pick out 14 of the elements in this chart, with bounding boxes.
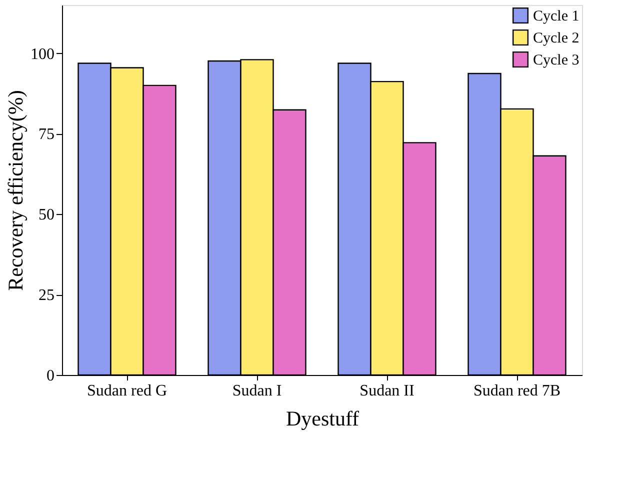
y-tick-label: 75 [38,126,54,144]
legend-label: Cycle 3 [533,52,580,68]
legend-label: Cycle 2 [533,30,580,46]
y-tick-label: 0 [46,368,54,384]
x-tick-label: Sudan red 7B [473,382,561,400]
x-axis-title: Dyestuff [286,406,360,430]
y-tick-label: 25 [38,287,54,304]
x-tick-label: Sudan II [360,382,414,400]
y-tick-label: 100 [30,46,54,63]
y-axis-title: Recovery efficiency(%) [4,90,28,291]
x-tick-label: Sudan red G [87,382,168,400]
legend-label: Cycle 1 [533,8,580,24]
y-tick-label: 50 [38,206,54,224]
x-tick-label: Sudan I [232,382,282,400]
